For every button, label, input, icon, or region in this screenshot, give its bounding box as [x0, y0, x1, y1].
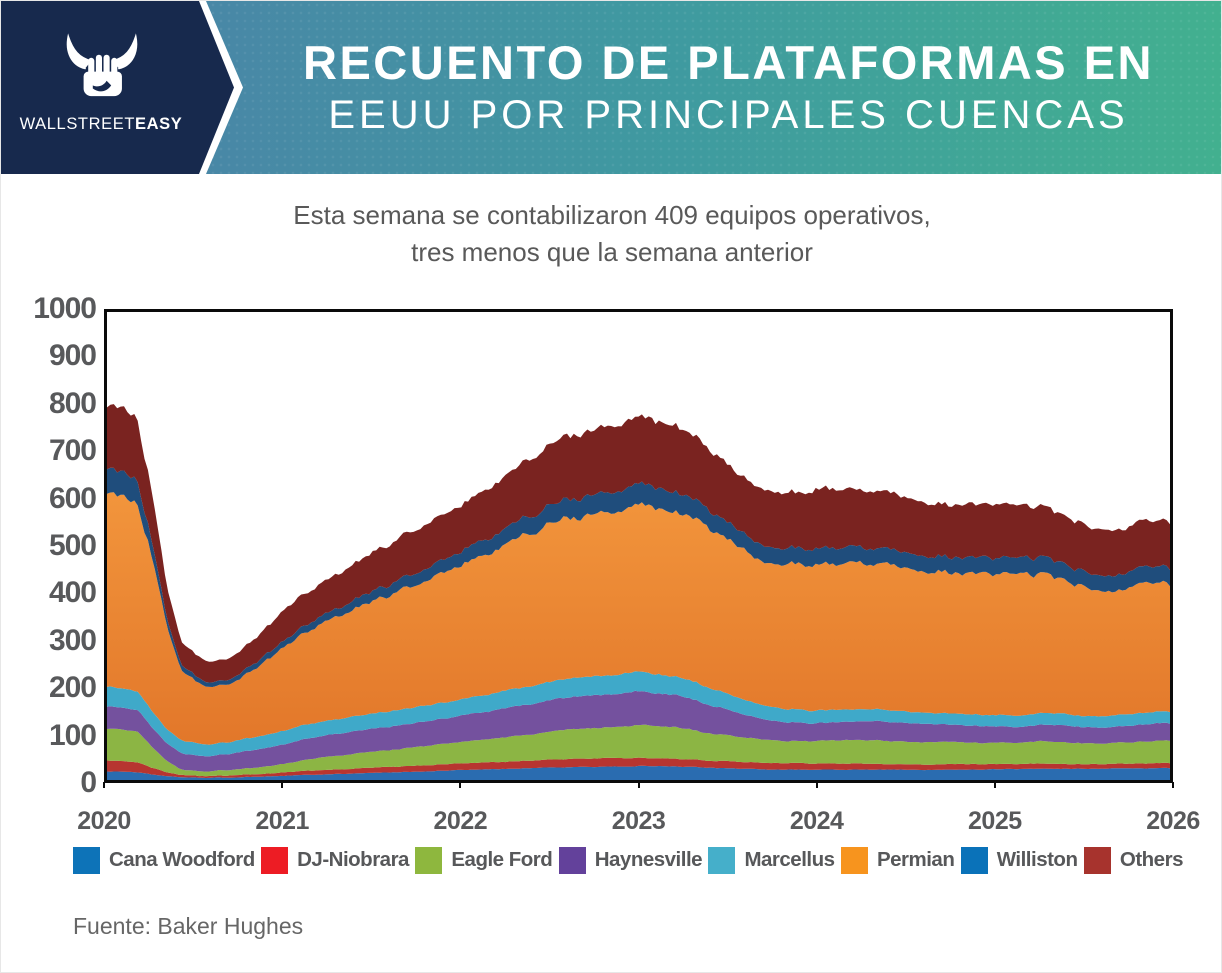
legend-swatch-icon [558, 846, 586, 874]
subtitle-line1: Esta semana se contabilizaron 409 equipo… [293, 200, 931, 230]
x-axis-tick-label: 2025 [968, 807, 1022, 835]
subtitle: Esta semana se contabilizaron 409 equipo… [1, 197, 1221, 271]
x-axis-tick-mark [1172, 782, 1174, 788]
page-title: RECUENTO DE PLATAFORMAS EN EEUU POR PRIN… [234, 1, 1221, 174]
legend-swatch-icon [960, 846, 988, 874]
legend-swatch-icon [415, 846, 443, 874]
x-axis-tick-label: 2021 [255, 807, 309, 835]
area-series-permian [107, 492, 1170, 745]
area-series-eagle-ford [107, 724, 1170, 777]
y-axis-tick-label: 100 [48, 718, 97, 752]
x-axis-tick-label: 2026 [1146, 807, 1200, 835]
legend-item-cana-woodford: Cana Woodford [73, 846, 255, 874]
area-series-cana-woodford [107, 765, 1170, 780]
brand-bold: EASY [135, 115, 183, 133]
legend-label: Cana Woodford [109, 848, 255, 871]
legend-label: Marcellus [744, 848, 835, 871]
title-line1: RECUENTO DE PLATAFORMAS EN [303, 35, 1154, 89]
legend-item-others: Others [1083, 846, 1184, 874]
header-banner: WALLSTREETEASY RECUENTO DE PLATAFORMAS E… [1, 1, 1221, 174]
legend-item-williston: Williston [960, 846, 1078, 874]
x-axis-tick-label: 2024 [789, 807, 844, 835]
stacked-area-chart [107, 404, 1170, 780]
area-series-haynesville [107, 690, 1170, 772]
area-series-marcellus [107, 671, 1170, 757]
x-axis-tick-mark [637, 782, 640, 788]
y-axis-tick-label: 800 [48, 386, 97, 420]
y-axis-tick-label: 900 [48, 339, 97, 373]
brand-wordmark: WALLSTREETEASY [1, 115, 201, 134]
logo-chevron: WALLSTREETEASY [1, 1, 234, 174]
legend-item-eagle-ford: Eagle Ford [415, 846, 553, 874]
title-line2: EEUU POR PRINCIPALES CUENCAS [328, 92, 1129, 137]
y-axis-tick-label: 600 [48, 481, 97, 515]
legend-item-dj-niobrara: DJ-Niobrara [261, 846, 409, 874]
legend-label: Others [1119, 848, 1184, 871]
area-series-others [107, 404, 1170, 683]
bull-logo-icon [66, 33, 138, 97]
legend-label: Williston [996, 848, 1078, 871]
x-axis-tick-mark [815, 782, 818, 788]
rig-count-chart-plot-area [104, 309, 1173, 783]
x-axis-tick-label: 2020 [77, 807, 131, 835]
brand-light: WALLSTREET [19, 115, 136, 133]
x-axis-tick-label: 2022 [433, 807, 488, 835]
y-axis-tick-label: 300 [48, 623, 97, 657]
x-axis-tick-label: 2023 [611, 807, 666, 835]
legend-swatch-icon [840, 846, 868, 874]
source-note: Fuente: Baker Hughes [73, 913, 304, 939]
legend-label: DJ-Niobrara [297, 848, 409, 871]
legend-swatch-icon [73, 846, 100, 874]
y-axis-tick-label: 500 [48, 529, 97, 562]
y-axis-tick-label: 1000 [33, 292, 97, 325]
legend-swatch-icon [1083, 846, 1111, 874]
legend-swatch-icon [261, 846, 289, 874]
x-axis-tick-mark [103, 782, 105, 788]
subtitle-line2: tres menos que la semana anterior [411, 237, 813, 267]
x-axis-tick-mark [993, 782, 996, 788]
y-axis-tick-label: 0 [80, 766, 97, 799]
legend-label: Haynesville [594, 848, 703, 871]
y-axis-tick-label: 400 [48, 576, 97, 610]
legend-item-marcellus: Marcellus [708, 846, 835, 874]
chart-legend: Cana Woodford DJ-Niobrara Eagle Ford Haynes… [73, 844, 1183, 876]
legend-swatch-icon [708, 846, 736, 874]
x-axis-tick-mark [459, 782, 462, 788]
legend-label: Permian [876, 848, 955, 871]
y-axis-tick-label: 700 [48, 434, 97, 468]
x-axis-tick-mark [281, 782, 284, 788]
y-axis-tick-label: 200 [48, 671, 97, 705]
legend-label: Eagle Ford [451, 848, 553, 871]
legend-item-permian: Permian [840, 846, 955, 874]
legend-item-haynesville: Haynesville [558, 846, 703, 874]
